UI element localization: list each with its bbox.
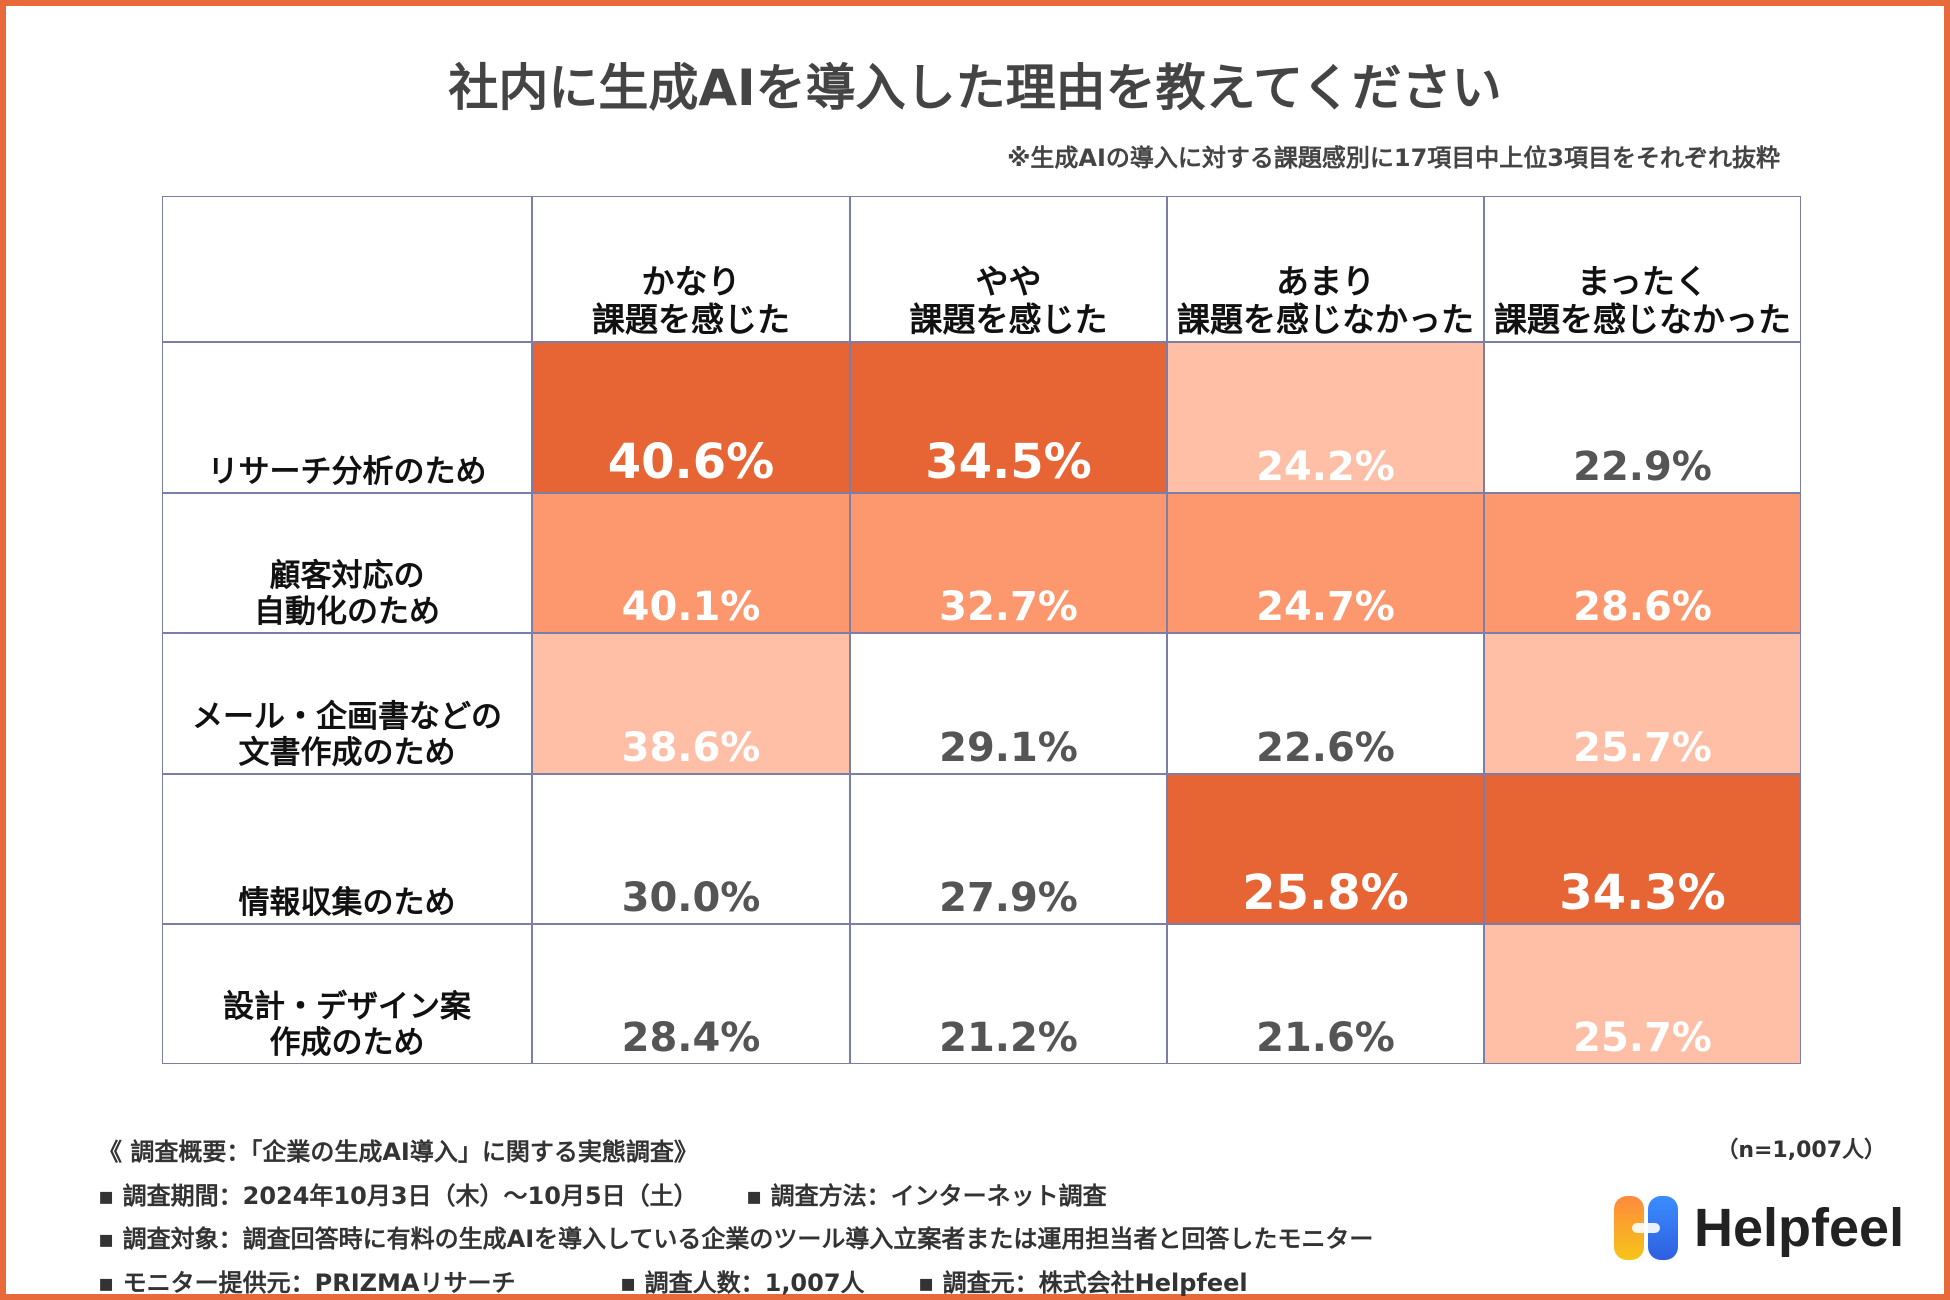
- value-label: 25.8%: [1242, 865, 1409, 921]
- value-cell: 34.3%: [1484, 774, 1801, 924]
- column-header-line: やや: [975, 262, 1042, 301]
- row-header: 情報収集のため: [162, 774, 532, 924]
- value-cell: 28.6%: [1484, 493, 1801, 633]
- helpfeel-logo: Helpfeel: [1610, 1192, 1904, 1264]
- survey-method: ▪ 調査方法：インターネット調査: [746, 1182, 1107, 1210]
- value-label: 22.9%: [1573, 444, 1712, 490]
- row-header-line: メール・企画書などの: [192, 699, 502, 735]
- row-header-line: 自動化のため: [254, 594, 440, 630]
- survey-count: ▪ 調査人数：1,007人: [620, 1269, 865, 1297]
- value-label: 25.7%: [1573, 1015, 1712, 1061]
- column-header: かなり 課題を感じた: [532, 196, 850, 342]
- survey-source: ▪ 調査元：株式会社Helpfeel: [918, 1269, 1248, 1297]
- value-label: 28.6%: [1573, 584, 1712, 630]
- row-header-line: 設計・デザイン案: [223, 989, 471, 1025]
- column-header-line: かなり: [641, 262, 741, 301]
- value-label: 29.1%: [939, 725, 1078, 771]
- value-cell: 32.7%: [850, 493, 1167, 633]
- column-header-line: 課題を感じなかった: [1494, 300, 1791, 339]
- survey-title: 《 調査概要：「企業の生成AI導入」に関する実態調査》: [98, 1138, 698, 1166]
- value-label: 40.6%: [607, 434, 775, 490]
- row-header: 顧客対応の 自動化のため: [162, 493, 532, 633]
- value-cell: 30.0%: [532, 774, 850, 924]
- value-label: 24.2%: [1256, 444, 1395, 490]
- column-header: あまり 課題を感じなかった: [1167, 196, 1484, 342]
- column-header-line: まったく: [1577, 262, 1708, 301]
- value-label: 28.4%: [621, 1015, 761, 1061]
- value-cell: 22.6%: [1167, 633, 1484, 774]
- column-header-line: あまり: [1276, 262, 1375, 301]
- value-cell: 21.2%: [850, 924, 1167, 1064]
- column-header: まったく 課題を感じなかった: [1484, 196, 1801, 342]
- chart-title: 社内に生成AIを導入した理由を教えてください: [448, 59, 1502, 117]
- sample-size: （n=1,007人）: [1716, 1138, 1886, 1163]
- value-cell: 22.9%: [1484, 342, 1801, 493]
- value-label: 38.6%: [621, 725, 761, 771]
- value-label: 27.9%: [939, 875, 1078, 921]
- value-cell: 40.1%: [532, 493, 850, 633]
- value-cell: 38.6%: [532, 633, 850, 774]
- value-label: 32.7%: [939, 584, 1078, 630]
- helpfeel-logo-icon: [1614, 1196, 1678, 1260]
- value-label: 24.7%: [1256, 584, 1395, 630]
- value-cell: 27.9%: [850, 774, 1167, 924]
- row-header-line: 情報収集のため: [238, 885, 456, 921]
- monitor-provider: ▪ モニター提供元：PRIZMAリサーチ: [98, 1269, 516, 1297]
- survey-target: ▪ 調査対象：調査回答時に有料の生成AIを導入している企業のツール導入立案者また…: [98, 1225, 1374, 1253]
- survey-period: ▪ 調査期間：2024年10月3日（木）～10月5日（土）: [98, 1182, 698, 1210]
- value-cell: 24.2%: [1167, 342, 1484, 493]
- value-label: 21.6%: [1256, 1015, 1395, 1061]
- value-label: 40.1%: [621, 584, 761, 630]
- value-cell: 28.4%: [532, 924, 850, 1064]
- column-header-line: 課題を感じた: [592, 300, 790, 339]
- value-cell: 25.8%: [1167, 774, 1484, 924]
- column-header-line: 課題を感じなかった: [1177, 300, 1474, 339]
- row-header: メール・企画書などの 文書作成のため: [162, 633, 532, 774]
- chart-subtitle: ※生成AIの導入に対する課題感別に17項目中上位3項目をそれぞれ抜粋: [1007, 144, 1780, 172]
- value-label: 25.7%: [1573, 725, 1712, 771]
- value-cell: 25.7%: [1484, 633, 1801, 774]
- value-cell: 24.7%: [1167, 493, 1484, 633]
- value-cell: 25.7%: [1484, 924, 1801, 1064]
- table-corner: [162, 196, 532, 342]
- row-header: リサーチ分析のため: [162, 342, 532, 493]
- row-header: 設計・デザイン案 作成のため: [162, 924, 532, 1064]
- column-header: やや 課題を感じた: [850, 196, 1167, 342]
- results-table: かなり 課題を感じた やや 課題を感じた あまり 課題を感じなかった まったく 課題を感じなか…: [162, 196, 1801, 1064]
- logo-text: Helpfeel: [1694, 1198, 1905, 1258]
- value-label: 30.0%: [621, 875, 761, 921]
- value-cell: 29.1%: [850, 633, 1167, 774]
- value-cell: 34.5%: [850, 342, 1167, 493]
- value-label: 22.6%: [1256, 725, 1395, 771]
- row-header-line: リサーチ分析のため: [207, 454, 487, 490]
- value-label: 34.5%: [925, 434, 1092, 490]
- row-header-line: 文書作成のため: [238, 735, 456, 771]
- row-header-line: 作成のため: [269, 1025, 425, 1061]
- value-cell: 21.6%: [1167, 924, 1484, 1064]
- row-header-line: 顧客対応の: [269, 558, 425, 594]
- value-label: 21.2%: [939, 1015, 1078, 1061]
- column-header-line: 課題を感じた: [909, 300, 1108, 339]
- value-label: 34.3%: [1559, 865, 1726, 921]
- value-cell: 40.6%: [532, 342, 850, 493]
